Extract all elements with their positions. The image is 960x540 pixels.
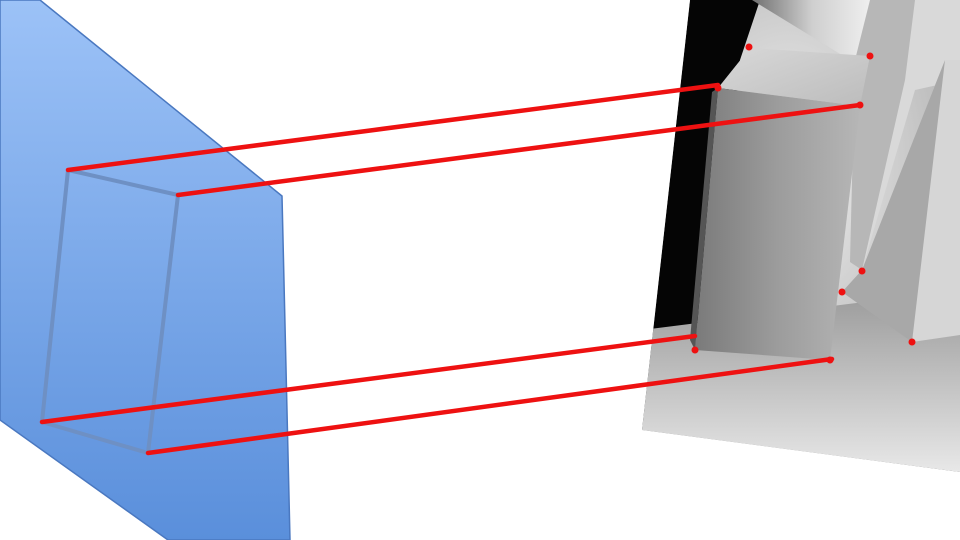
photo-box-top [718, 48, 870, 106]
correspondence-line [65, 82, 721, 173]
correspondence-lines [39, 82, 863, 456]
feature-point [856, 101, 864, 109]
photo-pyramid-shade [842, 60, 945, 342]
feature-point [745, 43, 753, 51]
photo-box-side-shadow [690, 88, 718, 350]
feature-point [858, 267, 866, 275]
image-plane [0, 0, 291, 540]
feature-point [691, 346, 699, 354]
feature-point [866, 52, 874, 60]
feature-point [838, 288, 846, 296]
projected-edge-right [146, 193, 180, 455]
projected-box [40, 168, 180, 455]
box-photograph [642, 0, 960, 472]
feature-point [826, 356, 834, 364]
feature-points [691, 43, 916, 364]
projected-edge-top [66, 168, 180, 197]
correspondence-line [145, 356, 835, 456]
correspondence-line [175, 102, 863, 198]
feature-point [714, 84, 722, 92]
feature-point [908, 338, 916, 346]
projected-edge-left [40, 168, 70, 424]
correspondence-line [39, 333, 698, 425]
photo-box-front [695, 88, 860, 360]
projected-edge-bottom [40, 420, 150, 455]
photo-back-pillar [752, 0, 872, 60]
